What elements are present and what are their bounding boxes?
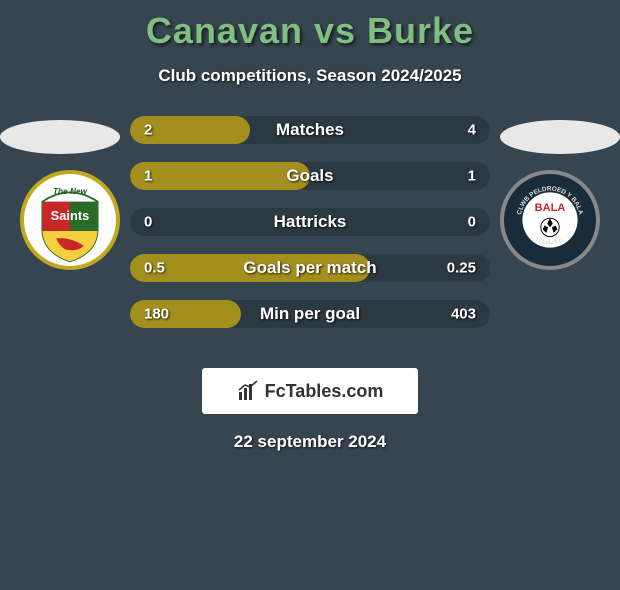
stat-right-value: 0.25 bbox=[447, 260, 476, 277]
brand-text: FcTables.com bbox=[265, 381, 384, 402]
stat-label: Hattricks bbox=[130, 212, 490, 232]
stat-row: 180 Min per goal 403 bbox=[130, 300, 490, 328]
stat-right-value: 1 bbox=[468, 168, 476, 185]
comparison-area: The New Saints BALA CLWB PELDROED Y BALA… bbox=[0, 116, 620, 356]
stat-label: Goals bbox=[130, 166, 490, 186]
stat-right-value: 0 bbox=[468, 214, 476, 231]
stat-right-value: 4 bbox=[468, 122, 476, 139]
player-right-badge: BALA CLWB PELDROED Y BALA TOWN F.C. bbox=[500, 170, 600, 270]
player-left-ellipse bbox=[0, 120, 120, 154]
stat-row: 0.5 Goals per match 0.25 bbox=[130, 254, 490, 282]
stat-row: 0 Hattricks 0 bbox=[130, 208, 490, 236]
subtitle: Club competitions, Season 2024/2025 bbox=[0, 66, 620, 86]
stat-bars: 2 Matches 4 1 Goals 1 0 Hattricks 0 0.5 … bbox=[130, 116, 490, 346]
stat-row: 2 Matches 4 bbox=[130, 116, 490, 144]
player-right-ellipse bbox=[500, 120, 620, 154]
stat-row: 1 Goals 1 bbox=[130, 162, 490, 190]
stat-right-value: 403 bbox=[451, 306, 476, 323]
stat-label: Min per goal bbox=[130, 304, 490, 324]
stat-label: Matches bbox=[130, 120, 490, 140]
player-left-badge: The New Saints bbox=[20, 170, 120, 270]
brand-badge: FcTables.com bbox=[202, 368, 418, 414]
saints-crest-icon: The New Saints bbox=[24, 174, 116, 266]
date-text: 22 september 2024 bbox=[0, 432, 620, 452]
bala-crest-icon: BALA CLWB PELDROED Y BALA TOWN F.C. bbox=[504, 174, 596, 266]
svg-text:Saints: Saints bbox=[51, 208, 90, 223]
svg-text:BALA: BALA bbox=[535, 202, 566, 214]
stat-label: Goals per match bbox=[130, 258, 490, 278]
page-title: Canavan vs Burke bbox=[0, 10, 620, 52]
chart-icon bbox=[237, 380, 259, 402]
svg-text:The New: The New bbox=[53, 187, 88, 196]
